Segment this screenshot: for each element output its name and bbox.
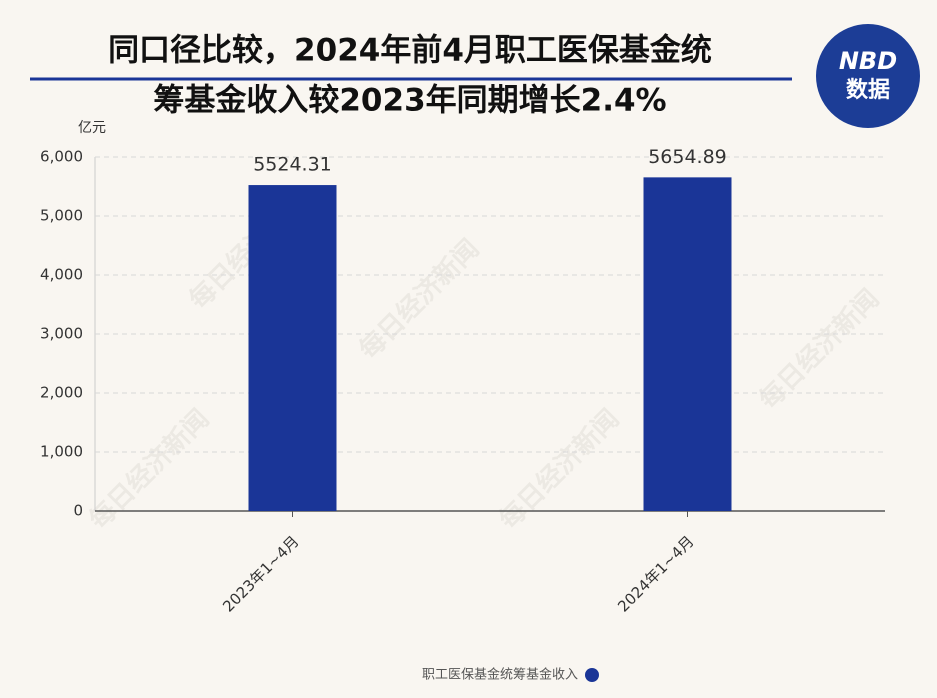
bar: [248, 185, 337, 511]
y-tick-label: 6,000: [40, 148, 83, 166]
logo-text: NBD: [839, 47, 897, 75]
y-tick-label: 2,000: [40, 384, 83, 402]
data-label: 5524.31: [253, 154, 332, 176]
y-tick-label: 3,000: [40, 325, 83, 343]
legend-marker: [585, 668, 599, 682]
y-tick-label: 1,000: [40, 443, 83, 461]
logo: [816, 24, 920, 128]
chart-title: 同口径比较，2024年前4月职工医保基金统: [108, 33, 712, 69]
y-tick-label: 4,000: [40, 266, 83, 284]
data-label: 5654.89: [648, 146, 727, 168]
bar: [643, 177, 732, 511]
y-tick-label: 5,000: [40, 207, 83, 225]
chart-title: 筹基金收入较2023年同期增长2.4%: [153, 83, 666, 119]
y-tick-label: 0: [73, 502, 83, 520]
y-axis-unit: 亿元: [78, 120, 106, 136]
legend-label: 职工医保基金统筹基金收入: [422, 667, 578, 683]
logo-text: 数据: [846, 77, 890, 103]
